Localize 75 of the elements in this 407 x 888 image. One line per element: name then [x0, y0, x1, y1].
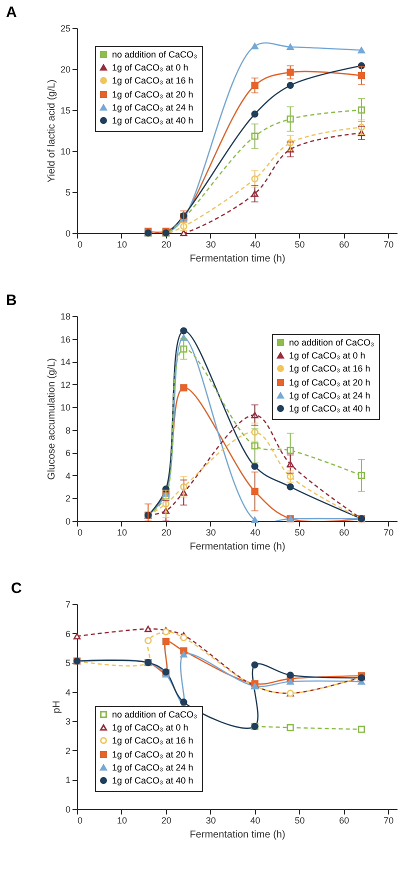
y-tick-label: 8 — [65, 425, 70, 436]
y-axis-title: Glucose accumulation (g/L) — [46, 358, 58, 480]
y-tick-label: 18 — [60, 312, 70, 322]
y-axis-title: pH — [51, 700, 62, 714]
y-tick-label: 16 — [60, 334, 70, 344]
y-tick-label: 7 — [65, 600, 70, 610]
x-axis-title: Fermentation time (h) — [190, 830, 286, 840]
x-axis-title: Fermentation time (h) — [190, 254, 286, 264]
y-tick-label: 10 — [60, 146, 70, 156]
x-tick-label: 40 — [250, 240, 260, 250]
y-tick-label: 2 — [65, 746, 70, 756]
x-tick-label: 30 — [206, 528, 216, 538]
y-tick-label: 25 — [60, 24, 70, 34]
y-tick-label: 0 — [65, 804, 70, 814]
chart-title: C — [10, 580, 22, 597]
y-tick-label: 4 — [65, 470, 70, 481]
x-tick-label: 30 — [206, 816, 216, 826]
legend-label: 1g of CaCO₃ at 16 h — [112, 736, 194, 746]
x-tick-label: 50 — [294, 528, 305, 538]
legend-label: 1g of CaCO₃ at 0 h — [112, 62, 188, 72]
y-tick-label: 5 — [65, 188, 70, 198]
y-tick-label: 1 — [65, 775, 70, 786]
y-tick-label: 3 — [65, 716, 70, 727]
legend-label: 1g of CaCO₃ at 40 h — [112, 776, 194, 786]
y-tick-label: 0 — [65, 228, 70, 238]
legend-label: 1g of CaCO₃ at 20 h — [112, 750, 194, 760]
legend-label: no addition of CaCO₃ — [112, 710, 198, 720]
x-tick-label: 0 — [78, 816, 83, 826]
x-tick-label: 40 — [250, 528, 260, 538]
legend-label: 1g of CaCO₃ at 16 h — [289, 364, 370, 374]
legend-label: 1g of CaCO₃ at 40 h — [289, 404, 370, 414]
y-tick-label: 14 — [60, 357, 70, 368]
legend-label: 1g of CaCO₃ at 16 h — [112, 76, 194, 86]
x-tick-label: 30 — [206, 240, 216, 250]
x-tick-label: 50 — [294, 816, 305, 826]
x-tick-label: 10 — [116, 240, 127, 250]
x-tick-label: 0 — [78, 240, 83, 250]
legend-label: 1g of CaCO₃ at 0 h — [112, 722, 188, 732]
chart-title: A — [6, 4, 17, 21]
x-tick-label: 70 — [384, 240, 394, 250]
y-tick-label: 20 — [60, 64, 70, 74]
legend-label: no addition of CaCO₃ — [289, 338, 375, 348]
legend-label: 1g of CaCO₃ at 40 h — [112, 116, 194, 126]
y-tick-label: 10 — [60, 402, 70, 413]
y-tick-label: 6 — [65, 628, 70, 639]
legend-label: 1g of CaCO₃ at 20 h — [112, 90, 194, 100]
legend-label: 1g of CaCO₃ at 24 h — [112, 762, 194, 772]
x-tick-label: 0 — [78, 528, 83, 538]
x-axis-title: Fermentation time (h) — [190, 542, 286, 552]
y-tick-label: 4 — [65, 687, 70, 698]
legend-label: 1g of CaCO₃ at 24 h — [112, 102, 194, 112]
legend-label: no addition of CaCO₃ — [112, 50, 198, 60]
legend-label: 1g of CaCO₃ at 20 h — [289, 378, 370, 388]
x-tick-label: 40 — [250, 816, 260, 826]
x-tick-label: 60 — [339, 240, 350, 250]
x-tick-label: 50 — [294, 240, 305, 250]
x-tick-label: 20 — [161, 816, 172, 826]
y-axis-title: Yield of lactic acid (g/L) — [46, 79, 58, 183]
legend-label: 1g of CaCO₃ at 24 h — [289, 390, 370, 400]
x-tick-label: 60 — [339, 528, 350, 538]
y-tick-label: 15 — [60, 106, 70, 116]
x-tick-label: 60 — [339, 816, 350, 826]
x-tick-label: 20 — [161, 528, 172, 538]
x-tick-label: 70 — [384, 528, 394, 538]
x-tick-label: 10 — [116, 816, 127, 826]
x-tick-label: 10 — [116, 528, 127, 538]
y-tick-label: 0 — [65, 516, 70, 526]
chart-title: B — [6, 292, 17, 309]
y-tick-label: 12 — [60, 380, 70, 390]
x-tick-label: 70 — [384, 816, 394, 826]
y-tick-label: 5 — [65, 658, 70, 668]
x-tick-label: 20 — [161, 240, 172, 250]
y-tick-label: 6 — [65, 448, 70, 458]
legend-label: 1g of CaCO₃ at 0 h — [289, 350, 366, 360]
y-tick-label: 2 — [65, 494, 70, 504]
